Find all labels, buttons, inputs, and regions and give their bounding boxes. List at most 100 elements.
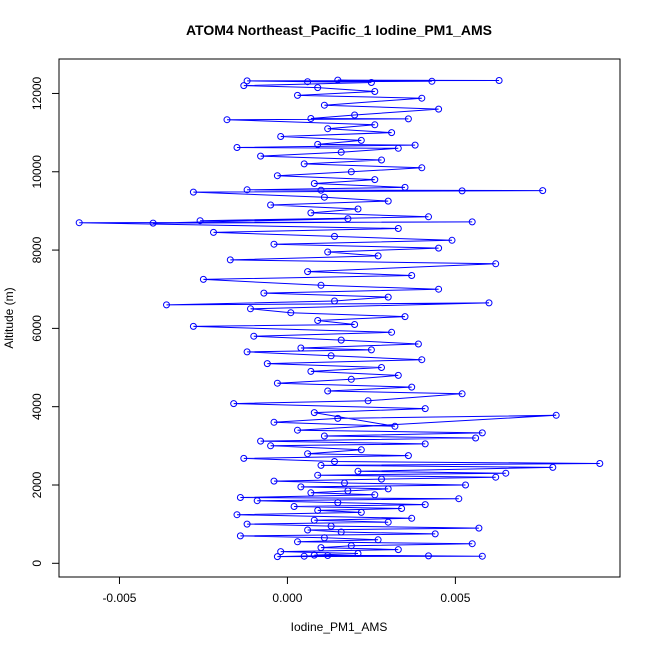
data-point	[310, 516, 318, 524]
data-point	[324, 248, 332, 256]
data-point	[435, 105, 443, 113]
data-point	[320, 432, 328, 440]
data-point	[314, 84, 322, 92]
data-point	[317, 281, 325, 289]
data-point	[277, 133, 285, 140]
data-point	[314, 471, 322, 479]
data-point	[347, 168, 355, 176]
data-point	[596, 460, 604, 467]
data-point	[374, 536, 382, 544]
data-point	[478, 552, 486, 560]
data-point	[357, 508, 365, 516]
data-point	[327, 522, 335, 530]
data-point	[351, 111, 359, 119]
data-point	[394, 225, 402, 232]
y-tick-label: 2000	[30, 471, 44, 498]
data-point	[277, 548, 285, 556]
data-point	[273, 379, 281, 387]
data-point	[425, 213, 432, 221]
data-point	[384, 197, 392, 205]
data-point	[391, 422, 399, 430]
data-point	[344, 487, 352, 495]
data-point	[455, 495, 463, 503]
data-point	[374, 252, 382, 260]
data-point	[314, 317, 322, 324]
data-point	[475, 524, 483, 532]
y-tick-label: 10000	[30, 155, 44, 189]
data-point	[331, 458, 338, 465]
data-point	[273, 172, 281, 180]
data-point	[189, 188, 197, 196]
data-point	[388, 129, 396, 137]
data-point	[307, 489, 315, 497]
data-point	[75, 219, 83, 227]
data-point	[304, 450, 312, 458]
data-point	[472, 434, 480, 442]
data-point	[478, 429, 486, 437]
data-point	[317, 186, 325, 194]
data-point	[384, 518, 392, 526]
data-point	[236, 494, 244, 501]
data-point	[552, 411, 560, 419]
data-point	[371, 491, 379, 499]
chart-title: ATOM4 Northeast_Pacific_1 Iodine_PM1_AMS	[186, 22, 492, 38]
data-point	[233, 511, 241, 519]
data-point	[458, 187, 466, 195]
data-point	[351, 321, 359, 328]
data-point	[331, 297, 338, 305]
y-tick-label: 4000	[30, 393, 44, 420]
data-point	[243, 77, 251, 85]
data-point	[394, 546, 402, 554]
data-point	[354, 205, 362, 213]
data-point	[371, 176, 379, 184]
data-point	[304, 268, 312, 276]
y-tick-label: 6000	[30, 315, 44, 342]
data-point	[324, 552, 332, 559]
data-point	[492, 473, 500, 481]
data-point	[408, 272, 416, 279]
data-point	[320, 193, 328, 201]
data-point	[401, 183, 409, 191]
x-tick-label: -0.005	[102, 591, 136, 605]
data-point	[243, 520, 251, 528]
data-point	[307, 209, 315, 217]
data-point	[371, 88, 379, 95]
data-point	[294, 426, 301, 434]
data-point	[199, 275, 207, 283]
data-point	[388, 328, 396, 336]
data-point	[307, 367, 315, 375]
data-point	[539, 187, 547, 195]
data-point	[294, 538, 301, 546]
data-point	[263, 360, 271, 368]
data-point	[320, 534, 328, 542]
data-point	[297, 344, 305, 352]
data-point	[310, 551, 318, 559]
data-point	[223, 116, 231, 124]
x-tick-label: 0.000	[272, 591, 302, 605]
data-point	[324, 387, 332, 395]
data-point	[320, 101, 328, 109]
data-point	[257, 437, 265, 445]
data-point	[331, 232, 338, 240]
data-point	[247, 305, 254, 313]
data-point	[408, 514, 416, 522]
data-point	[297, 483, 305, 491]
data-point	[468, 218, 476, 226]
data-point	[243, 348, 251, 356]
data-point	[394, 144, 402, 152]
data-point	[398, 505, 406, 512]
data-point	[304, 526, 312, 534]
data-point	[196, 217, 204, 225]
y-tick-label: 12000	[30, 76, 44, 110]
data-point	[230, 400, 238, 408]
x-axis: -0.005 0.000 0.005	[102, 576, 471, 605]
data-point	[257, 152, 265, 160]
data-point	[485, 299, 493, 307]
data-point	[250, 332, 258, 340]
data-point	[304, 78, 312, 86]
data-point	[240, 82, 248, 90]
data-point	[267, 201, 275, 209]
data-point	[378, 156, 385, 164]
data-point	[324, 125, 332, 133]
